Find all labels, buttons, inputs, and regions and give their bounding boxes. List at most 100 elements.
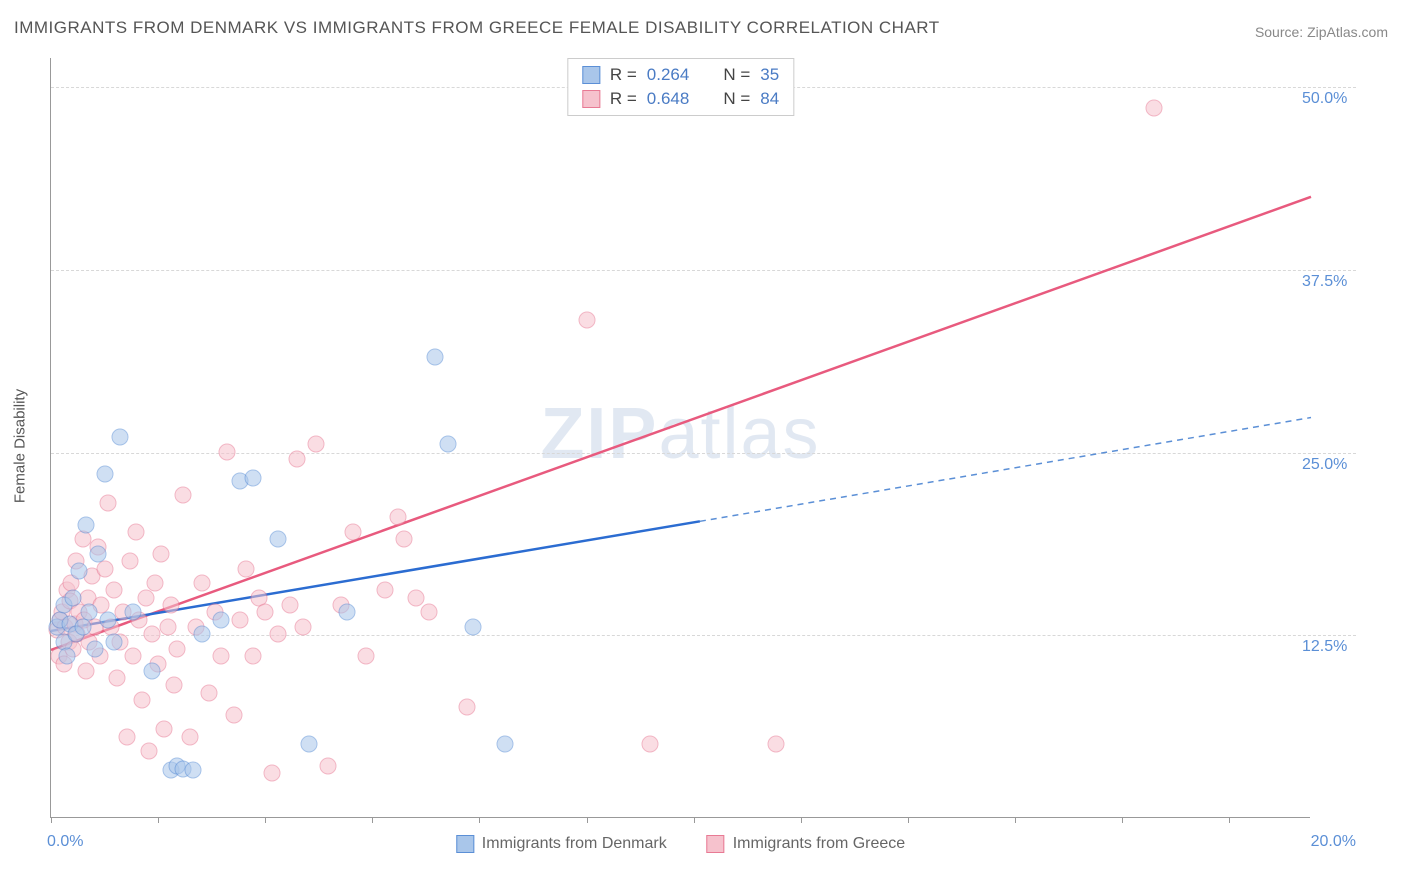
scatter-point-greece [225,706,242,723]
scatter-point-greece [74,531,91,548]
chart-container: IMMIGRANTS FROM DENMARK VS IMMIGRANTS FR… [0,0,1406,892]
scatter-point-greece [137,589,154,606]
scatter-point-greece [165,677,182,694]
scatter-point-greece [295,619,312,636]
scatter-point-greece [99,494,116,511]
scatter-point-denmark [80,604,97,621]
legend-item-denmark: Immigrants from Denmark [456,835,667,853]
x-label-min: 0.0% [47,833,83,851]
n-value-greece: 84 [760,89,779,109]
scatter-point-greece [118,728,135,745]
scatter-point-denmark [213,611,230,628]
stats-row-denmark: R = 0.264 N = 35 [582,63,779,87]
scatter-point-greece [395,531,412,548]
scatter-point-denmark [339,604,356,621]
x-tick [158,817,159,823]
scatter-point-denmark [301,735,318,752]
y-tick-label: 37.5% [1302,273,1362,291]
scatter-point-greece [109,670,126,687]
scatter-point-greece [106,582,123,599]
y-axis-title: Female Disability [12,389,29,503]
scatter-point-greece [257,604,274,621]
scatter-point-greece [269,626,286,643]
n-value-denmark: 35 [760,65,779,85]
r-value-denmark: 0.264 [647,65,690,85]
scatter-point-greece [96,560,113,577]
swatch-greece [707,835,725,853]
scatter-point-denmark [58,648,75,665]
scatter-point-greece [408,589,425,606]
scatter-point-greece [320,757,337,774]
scatter-point-greece [194,575,211,592]
scatter-point-greece [345,524,362,541]
scatter-point-greece [181,728,198,745]
scatter-point-greece [421,604,438,621]
x-tick [372,817,373,823]
scatter-point-greece [143,626,160,643]
scatter-point-greece [146,575,163,592]
x-label-max: 20.0% [1311,833,1356,851]
scatter-point-denmark [427,348,444,365]
gridline [51,453,1356,454]
chart-title: IMMIGRANTS FROM DENMARK VS IMMIGRANTS FR… [14,18,940,38]
scatter-point-greece [282,597,299,614]
scatter-point-greece [263,765,280,782]
scatter-point-denmark [77,516,94,533]
y-tick-label: 50.0% [1302,90,1362,108]
scatter-point-greece [307,436,324,453]
scatter-point-greece [641,735,658,752]
y-tick-label: 25.0% [1302,456,1362,474]
scatter-point-greece [389,509,406,526]
x-tick [1229,817,1230,823]
scatter-point-greece [244,648,261,665]
scatter-point-greece [156,721,173,738]
gridline [51,635,1356,636]
scatter-point-greece [159,619,176,636]
scatter-point-greece [140,743,157,760]
watermark: ZIPatlas [540,392,820,474]
scatter-point-denmark [99,611,116,628]
r-value-greece: 0.648 [647,89,690,109]
source-credit: Source: ZipAtlas.com [1255,24,1388,40]
scatter-point-greece [578,312,595,329]
scatter-point-denmark [194,626,211,643]
swatch-denmark [456,835,474,853]
scatter-point-greece [358,648,375,665]
n-label: N = [723,89,750,109]
y-tick-label: 12.5% [1302,638,1362,656]
scatter-point-greece [1145,100,1162,117]
x-tick [1015,817,1016,823]
x-tick [265,817,266,823]
bottom-legend: Immigrants from Denmark Immigrants from … [456,835,905,853]
legend-item-greece: Immigrants from Greece [707,835,905,853]
x-tick [587,817,588,823]
scatter-point-denmark [71,563,88,580]
scatter-point-greece [458,699,475,716]
scatter-point-greece [162,597,179,614]
scatter-point-denmark [143,662,160,679]
x-tick [479,817,480,823]
x-tick [908,817,909,823]
x-tick [51,817,52,823]
scatter-point-greece [767,735,784,752]
scatter-point-greece [376,582,393,599]
scatter-point-denmark [184,762,201,779]
scatter-point-greece [124,648,141,665]
x-tick [1122,817,1123,823]
scatter-point-denmark [96,465,113,482]
scatter-point-greece [288,450,305,467]
trend-lines [51,58,1310,817]
legend-label-denmark: Immigrants from Denmark [482,835,667,853]
stats-row-greece: R = 0.648 N = 84 [582,87,779,111]
scatter-point-denmark [244,469,261,486]
scatter-point-denmark [106,633,123,650]
scatter-point-denmark [112,429,129,446]
scatter-point-greece [219,443,236,460]
scatter-point-greece [134,692,151,709]
scatter-point-greece [121,553,138,570]
legend-label-greece: Immigrants from Greece [733,835,905,853]
stats-legend: R = 0.264 N = 35 R = 0.648 N = 84 [567,58,794,116]
scatter-point-greece [238,560,255,577]
scatter-point-greece [213,648,230,665]
swatch-denmark [582,66,600,84]
